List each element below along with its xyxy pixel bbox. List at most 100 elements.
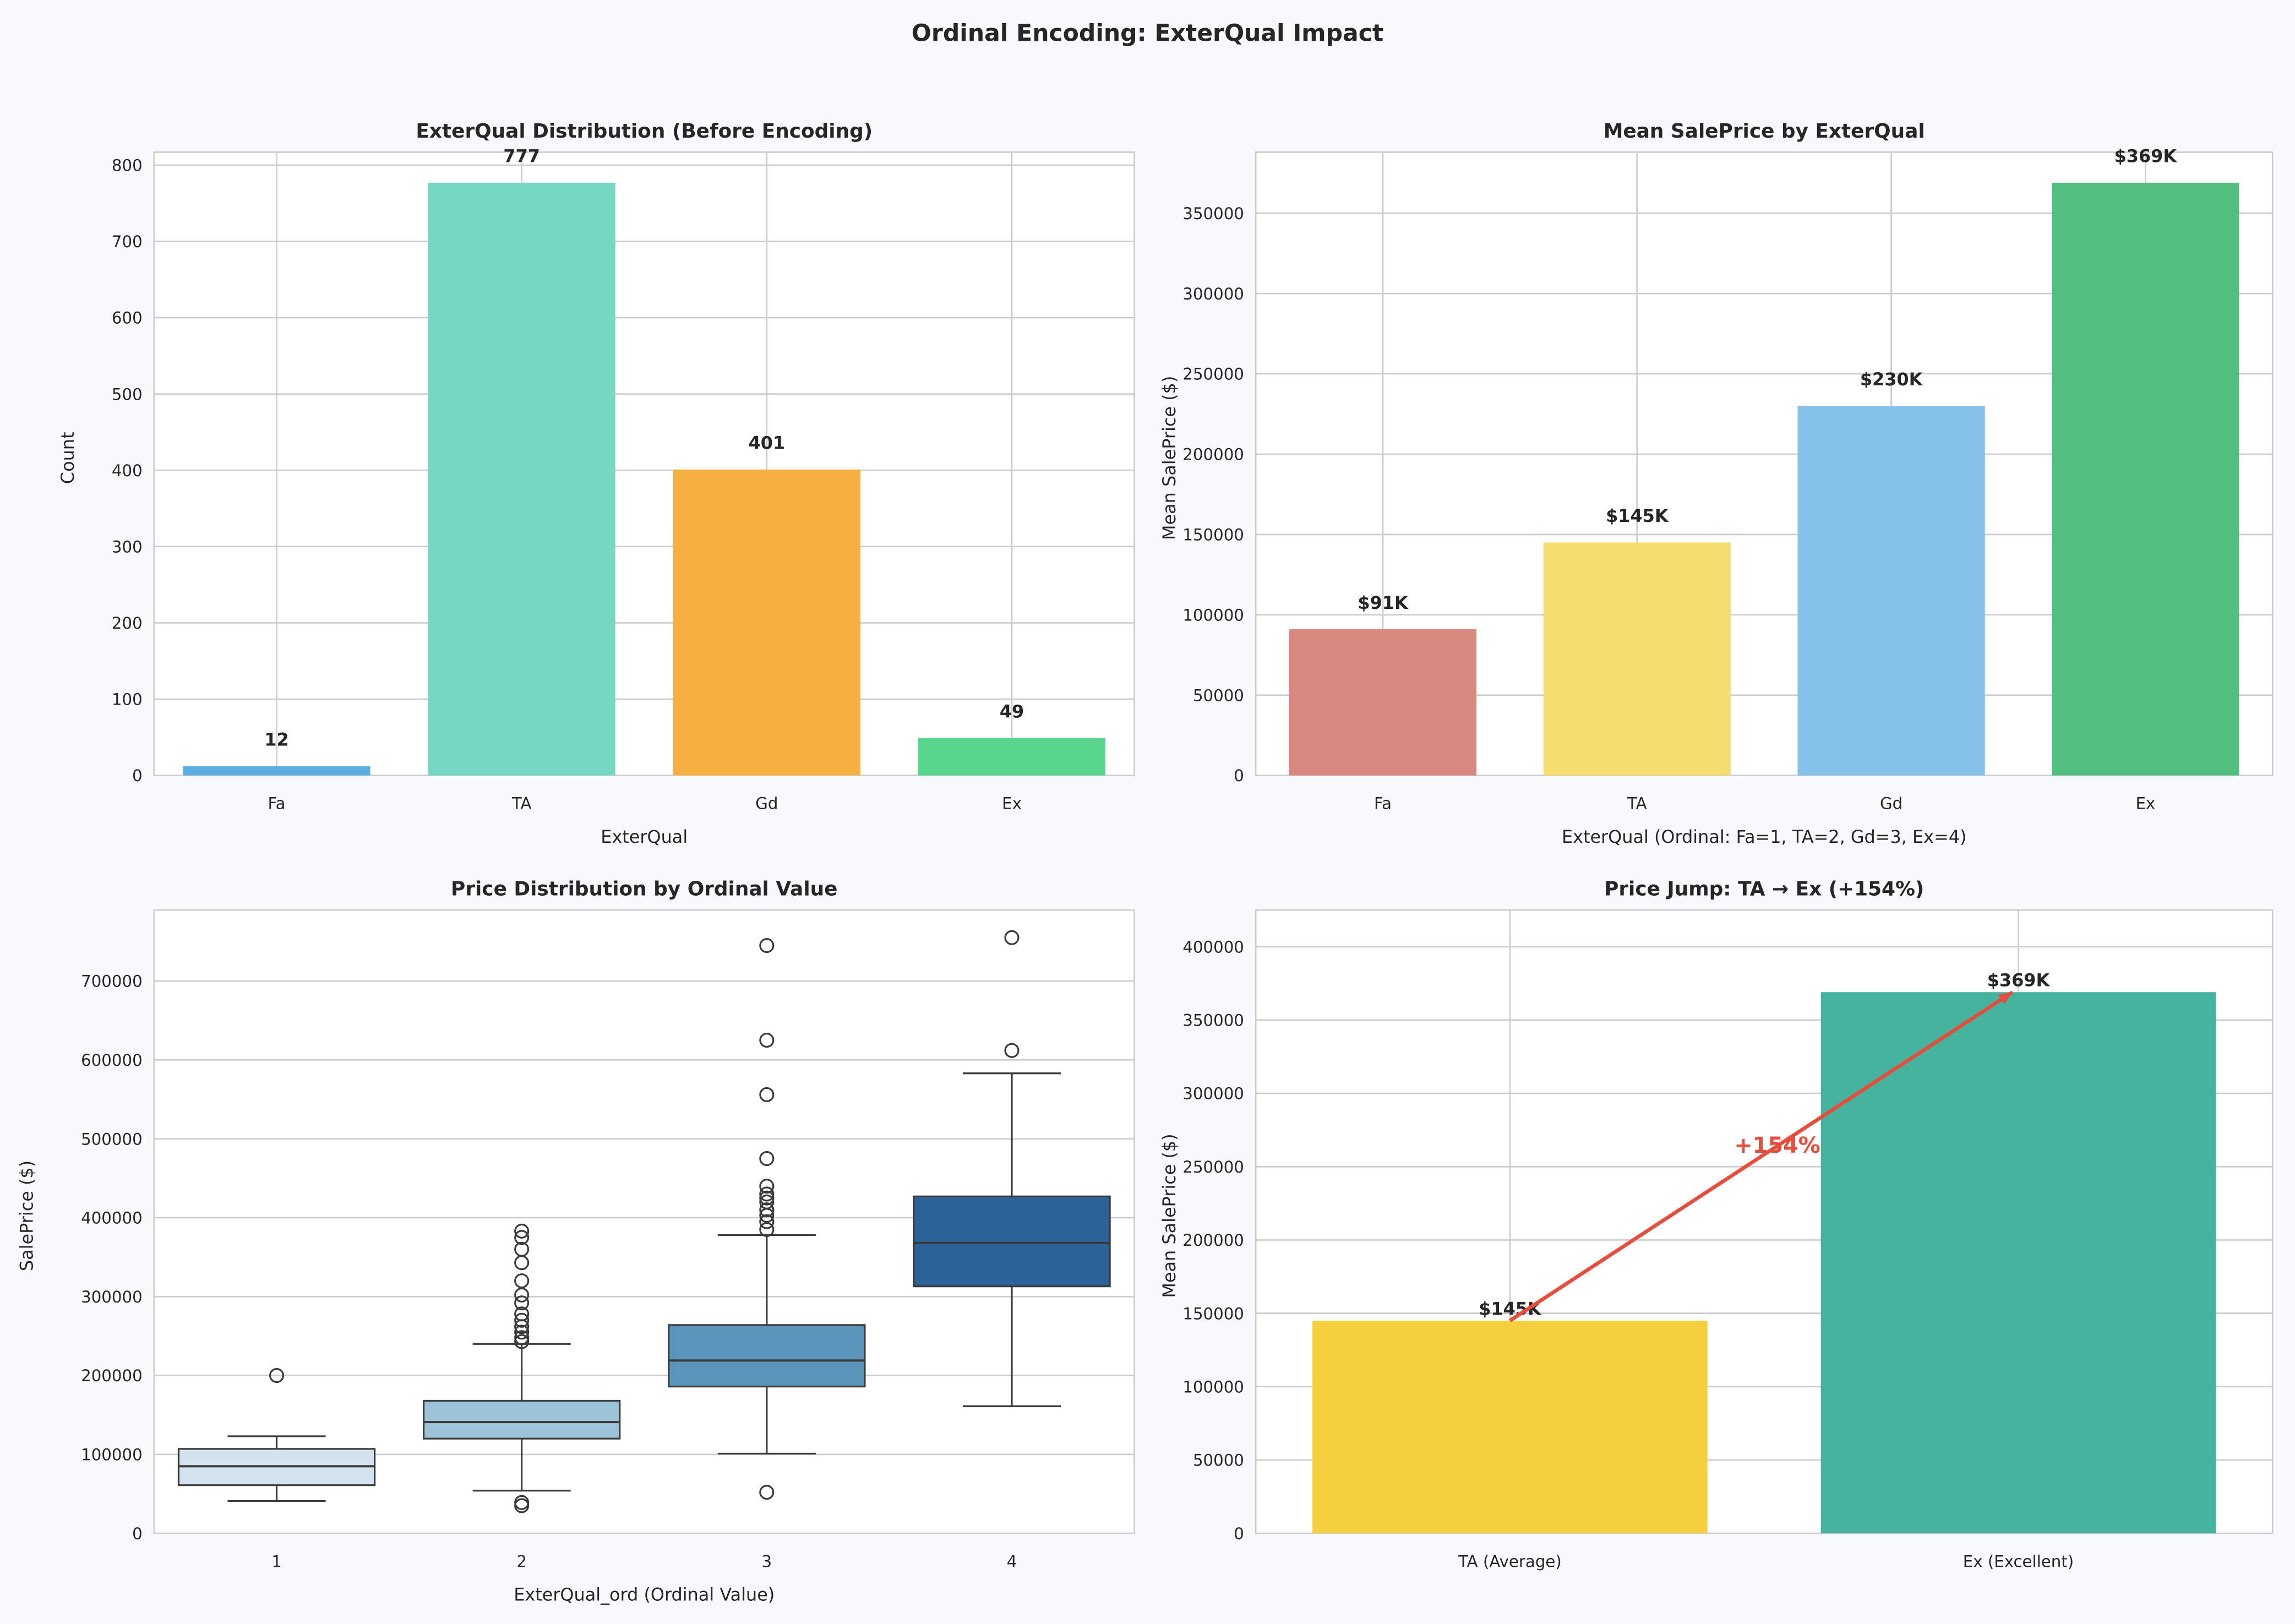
y-tick-label: 0	[1234, 766, 1244, 785]
y-tick-label: 300000	[1182, 1085, 1244, 1103]
x-tick-label: 3	[762, 1552, 772, 1571]
arrow-line	[1509, 990, 2014, 1322]
subplot-1: 0 100 200 300 400 500 600 700 800 Fa TA Gd Ex ExterQu…	[57, 120, 1135, 847]
bar-ta	[1543, 542, 1731, 776]
y-tick-label: 400000	[1182, 938, 1244, 956]
y-tick-label: 400	[112, 461, 143, 480]
y-tick-label: 0	[132, 766, 143, 785]
box-4	[913, 930, 1111, 1408]
y-tick-label: 200000	[1182, 445, 1244, 464]
bar-gd	[1797, 406, 1985, 776]
y-tick-label: 50000	[1193, 1451, 1244, 1470]
plot-area	[153, 151, 1135, 776]
x-tick-label: TA (Average)	[1458, 1552, 1562, 1571]
bar-ta	[428, 182, 615, 776]
outlier-point	[759, 938, 775, 953]
outlier-point	[759, 1032, 775, 1048]
outlier-point	[514, 1223, 530, 1239]
outlier-point	[759, 1179, 775, 1194]
y-tick-label: 800	[112, 156, 143, 175]
bar-fa	[1289, 629, 1477, 776]
y-tick-label: 300000	[81, 1288, 143, 1306]
y-tick-label: 250000	[1182, 1158, 1244, 1176]
subplot-3: 0 100000 200000 300000 400000 500000 600000 700…	[16, 878, 1135, 1605]
data-label: $369K	[2114, 146, 2178, 167]
data-label: $145K	[1606, 505, 1669, 526]
outlier-point	[1004, 930, 1020, 945]
bar-ex	[918, 738, 1106, 776]
outlier-point	[269, 1368, 285, 1383]
y-tick-label: 500000	[81, 1130, 143, 1148]
x-tick-label: 1	[271, 1552, 282, 1571]
outlier-point	[514, 1330, 530, 1345]
arrow-head-icon	[1998, 992, 2013, 1005]
y-tick-label: 150000	[1182, 525, 1244, 544]
outlier-point	[514, 1273, 530, 1289]
outlier-point	[759, 1190, 775, 1206]
outlier-point	[759, 1222, 775, 1238]
bar-ex	[2052, 182, 2239, 776]
y-tick-label: 100000	[1182, 1377, 1244, 1396]
x-tick-label: TA	[511, 794, 532, 813]
y-axis-label: SalePrice ($)	[16, 1160, 37, 1271]
y-tick-label: 300000	[1182, 285, 1244, 303]
y-tick-label: 0	[132, 1524, 143, 1543]
outlier-point	[514, 1325, 530, 1340]
outlier-point	[1004, 1043, 1020, 1058]
outlier-point	[759, 1485, 775, 1500]
x-axis-label: ExterQual (Ordinal: Fa=1, TA=2, Gd=3, Ex…	[1562, 826, 1967, 847]
bar-gd	[673, 469, 860, 776]
y-tick-label: 0	[1234, 1524, 1244, 1543]
subplot-title: Price Jump: TA → Ex (+154%)	[1604, 878, 1924, 900]
data-label: $230K	[1860, 369, 1923, 390]
outlier-point	[759, 1194, 775, 1209]
annotation-text: +154%	[1734, 1133, 1820, 1158]
data-label: $145K	[1479, 1298, 1542, 1319]
outlier-point	[514, 1287, 530, 1303]
x-axis-label: ExterQual	[601, 826, 688, 847]
y-tick-label: 600	[112, 309, 143, 328]
x-tick-label: Fa	[268, 794, 286, 813]
outlier-point	[759, 1202, 775, 1218]
x-tick-label: Ex (Excellent)	[1963, 1552, 2074, 1571]
y-tick-label: 100000	[1182, 606, 1244, 624]
x-tick-label: Ex	[1002, 794, 1022, 813]
y-tick-label: 400000	[81, 1209, 143, 1228]
x-tick-label: 2	[516, 1552, 527, 1571]
bar-ex	[1820, 992, 2216, 1534]
y-axis-label: Count	[57, 432, 78, 484]
y-tick-label: 100	[112, 690, 143, 709]
y-axis-label: Mean SalePrice ($)	[1159, 376, 1180, 540]
bar-fa	[183, 766, 370, 776]
y-tick-label: 250000	[1182, 365, 1244, 384]
subplot-4: 0 50000 100000 150000 200000 250000 300000 3500…	[1159, 878, 2274, 1571]
outlier-point	[759, 1087, 775, 1102]
outlier-point	[759, 1186, 775, 1202]
y-tick-label: 50000	[1193, 686, 1244, 705]
outlier-point	[514, 1312, 530, 1328]
outlier-point	[514, 1295, 530, 1311]
data-label: 401	[749, 433, 786, 454]
subplot-2: 0 50000 100000 150000 200000 250000 300000 3500…	[1159, 120, 2274, 847]
data-label: 777	[503, 146, 540, 167]
subplot-title: ExterQual Distribution (Before Encoding)	[416, 120, 873, 143]
x-tick-label: 4	[1007, 1552, 1017, 1571]
outlier-point	[514, 1334, 530, 1349]
data-label: 12	[264, 729, 288, 750]
x-tick-label: TA	[1627, 794, 1647, 813]
outlier-point	[759, 1151, 775, 1167]
subplot-title: Price Distribution by Ordinal Value	[451, 878, 837, 900]
data-label: $91K	[1358, 592, 1409, 613]
x-axis-label: ExterQual_ord (Ordinal Value)	[514, 1584, 775, 1605]
y-tick-label: 200000	[1182, 1231, 1244, 1250]
box-2	[423, 1223, 621, 1513]
bar-ta	[1312, 1320, 1708, 1534]
outlier-point	[514, 1495, 530, 1510]
x-tick-label: Gd	[755, 794, 778, 813]
data-label: 49	[1000, 701, 1024, 722]
data-label: $369K	[1987, 970, 2051, 991]
outlier-point	[759, 1214, 775, 1229]
y-tick-label: 300	[112, 537, 143, 556]
box-1	[177, 1368, 376, 1502]
